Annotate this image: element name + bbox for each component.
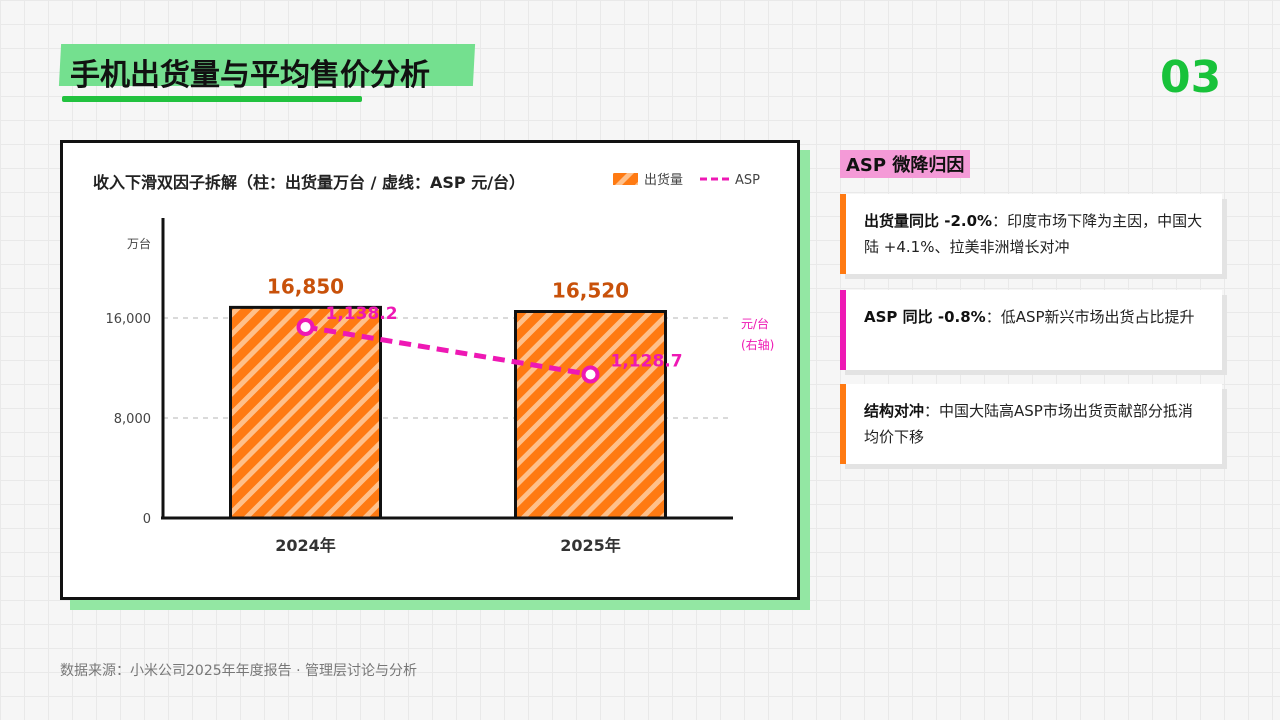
bar bbox=[514, 310, 667, 520]
bar bbox=[229, 305, 382, 520]
y-tick-label: 8,000 bbox=[114, 412, 151, 427]
insight-card-shipments: 出货量同比 -2.0%：印度市场下降为主因，中国大陆 +4.1%、拉美非洲增长对… bbox=[840, 194, 1222, 274]
asp-value-label: 1,138.2 bbox=[326, 304, 398, 324]
page-number: 03 bbox=[1160, 52, 1222, 103]
legend-swatch-shipments bbox=[613, 173, 638, 185]
plot-area: 0 8,000 16,000 万台元/台 (右轴) 16,850 2024年 16,520 20… bbox=[106, 218, 774, 555]
page-title-block: 手机出货量与平均售价分析 bbox=[58, 44, 476, 94]
insight-card-asp: ASP 同比 -0.8%：低ASP新兴市场出货占比提升 bbox=[840, 290, 1222, 370]
right-axis-label: 元/台 bbox=[741, 316, 769, 331]
insight-text: ：低ASP新兴市场出货占比提升 bbox=[985, 308, 1195, 326]
chart-title: 收入下滑双因子拆解（柱：出货量万台 / 虚线：ASP 元/台） bbox=[93, 173, 525, 192]
x-tick-label: 2024年 bbox=[275, 536, 336, 555]
asp-point bbox=[581, 365, 600, 384]
bar-value-label: 16,850 bbox=[267, 274, 344, 298]
page-title: 手机出货量与平均售价分析 bbox=[70, 58, 430, 93]
chart-legend: 出货量 ASP bbox=[613, 172, 760, 188]
asp-point bbox=[296, 318, 315, 336]
legend-label-shipments: 出货量 bbox=[644, 172, 683, 188]
bar-value-label: 16,520 bbox=[552, 279, 629, 303]
y-tick-label: 0 bbox=[143, 512, 151, 527]
insight-text: ：印度市场下降为主因，中国大陆 +4.1%、拉美非洲增长对冲 bbox=[864, 212, 1203, 256]
data-source-footer: 数据来源：小米公司2025年年度报告 · 管理层讨论与分析 bbox=[60, 663, 417, 679]
insight-heading: 出货量同比 -2.0% bbox=[864, 212, 993, 230]
chart-svg: 收入下滑双因子拆解（柱：出货量万台 / 虚线：ASP 元/台） 出货量 ASP … bbox=[93, 172, 774, 555]
insight-heading: 结构对冲 bbox=[864, 402, 925, 420]
title-underline bbox=[62, 96, 362, 102]
legend-label-asp: ASP bbox=[735, 173, 760, 188]
y-axis-unit: 万台 bbox=[127, 236, 151, 251]
insight-text: ：中国大陆高ASP市场出货贡献部分抵消均价下移 bbox=[864, 402, 1193, 446]
insight-card-structure: 结构对冲：中国大陆高ASP市场出货贡献部分抵消均价下移 bbox=[840, 384, 1222, 464]
asp-series-line bbox=[305, 324, 591, 377]
y-tick-label: 16,000 bbox=[106, 312, 152, 327]
insight-heading: ASP 同比 -0.8% bbox=[864, 308, 986, 326]
chart-card: 收入下滑双因子拆解（柱：出货量万台 / 虚线：ASP 元/台） 出货量 ASP … bbox=[60, 140, 800, 600]
panel-title: ASP 微降归因 bbox=[840, 150, 971, 178]
right-axis-note: (右轴) bbox=[741, 337, 774, 352]
x-tick-label: 2025年 bbox=[560, 536, 621, 555]
asp-value-label: 1,128.7 bbox=[611, 352, 683, 372]
